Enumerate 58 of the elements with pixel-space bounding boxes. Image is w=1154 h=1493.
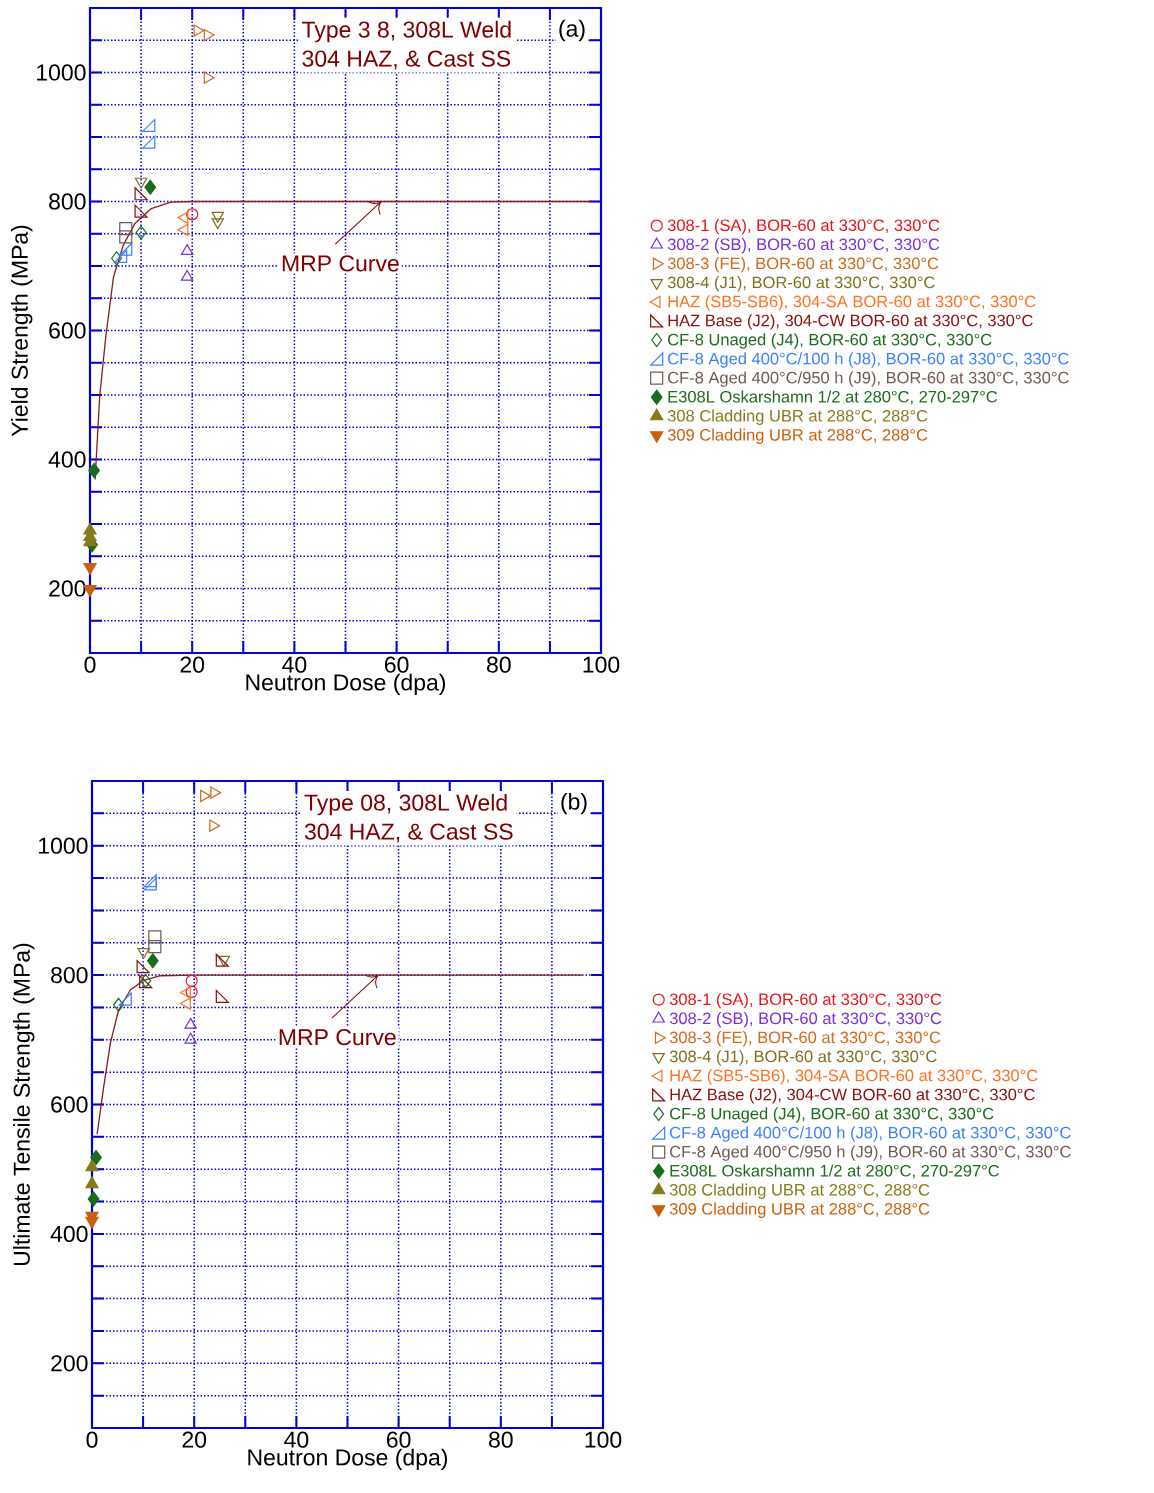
legend-label: HAZ Base (J2), 304-CW BOR-60 at 330°C, 330°C <box>670 1088 1035 1104</box>
legend-label: CF-8 Aged 400°C/100 h (J8), BOR-60 at 330°C, 330°C <box>670 1126 1071 1142</box>
legend-label: CF-8 Aged 400°C/100 h (J8), BOR-60 at 330°C, 330°C <box>668 352 1069 368</box>
x-axis-title: Neutron Dose (dpa) <box>248 1448 448 1471</box>
x-tick-label: 40 <box>282 656 307 673</box>
y-tick-label: 600 <box>49 322 86 339</box>
x-tick-label: 60 <box>384 656 409 673</box>
x-tick-label: 80 <box>487 656 511 673</box>
legend-label: HAZ (SB5-SB6), 304-SA BOR-60 at 330°C, 330°C <box>668 295 1036 311</box>
legend-label: 308-1 (SA), BOR-60 at 330°C, 330°C <box>669 992 942 1009</box>
annotation: (b) <box>561 792 587 815</box>
x-tick-label: 100 <box>583 656 620 673</box>
x-tick-label: 80 <box>489 1431 513 1448</box>
legend-label: HAZ (SB5-SB6), 304-SA BOR-60 at 330°C, 330°C <box>670 1069 1038 1085</box>
annotation: MRP Curve <box>282 255 399 272</box>
y-axis-title: Yield Strength (MPa) <box>10 225 33 437</box>
x-tick-label: 20 <box>180 656 205 673</box>
annotation: (a) <box>559 19 585 42</box>
legend-label: CF-8 Unaged (J4), BOR-60 at 330°C, 330°C <box>668 333 992 349</box>
legend-label: 308-1 (SA), BOR-60 at 330°C, 330°C <box>667 218 940 235</box>
y-tick-label: 1000 <box>39 837 88 854</box>
legend-label: 308 Cladding UBR at 288°C, 288°C <box>667 409 928 425</box>
legend-label: 308 Cladding UBR at 288°C, 288°C <box>669 1183 930 1199</box>
annotation: MRP Curve <box>279 1029 396 1046</box>
legend-label: HAZ Base (J2), 304-CW BOR-60 at 330°C, 330°C <box>668 314 1033 330</box>
x-tick-label: 60 <box>386 1431 411 1448</box>
y-tick-label: 600 <box>51 1096 88 1113</box>
legend-label: 308-3 (FE), BOR-60 at 330°C, 330°C <box>669 1031 941 1047</box>
legend-label: 308-4 (J1), BOR-60 at 330°C, 330°C <box>667 276 935 292</box>
x-tick-label: 20 <box>182 1431 207 1448</box>
y-tick-label: 800 <box>49 193 86 210</box>
y-tick-label: 200 <box>51 1355 88 1372</box>
x-axis-title: Neutron Dose (dpa) <box>246 673 446 696</box>
text: Type 3 8, 308L Weld <box>302 20 511 43</box>
text: Type 08, 308L Weld <box>304 793 507 816</box>
y-tick-label: 1000 <box>37 64 86 81</box>
y-axis-title: Ultimate Tensile Strength (MPa) <box>12 943 35 1266</box>
text: 304 HAZ, & Cast SS <box>302 50 511 70</box>
legend-label: 308-4 (J1), BOR-60 at 330°C, 330°C <box>669 1050 937 1066</box>
text: 304 HAZ, & Cast SS <box>304 823 513 843</box>
legend-label: 308-3 (FE), BOR-60 at 330°C, 330°C <box>667 257 939 273</box>
legend-label: 308-2 (SB), BOR-60 at 330°C, 330°C <box>669 1012 942 1028</box>
legend-label: E308L Oskarshamn 1/2 at 280°C, 270-297°C <box>670 1164 1000 1179</box>
y-tick-label: 400 <box>48 451 86 468</box>
x-tick-label: 40 <box>284 1431 309 1448</box>
y-tick-label: 200 <box>49 580 86 597</box>
legend-label: CF-8 Unaged (J4), BOR-60 at 330°C, 330°C <box>670 1107 994 1123</box>
y-tick-label: 400 <box>50 1225 88 1243</box>
legend-label: 309 Cladding UBR at 288°C, 288°C <box>669 1202 930 1218</box>
x-tick-label: 100 <box>585 1431 622 1448</box>
x-tick-label: 0 <box>84 656 96 673</box>
y-tick-label: 800 <box>51 966 88 984</box>
legend-label: 309 Cladding UBR at 288°C, 288°C <box>667 428 928 444</box>
legend-label: 308-2 (SB), BOR-60 at 330°C, 330°C <box>667 238 940 254</box>
legend-label: E308L Oskarshamn 1/2 at 280°C, 270-297°C <box>668 390 998 405</box>
legend-label: CF-8 Aged 400°C/950 h (J9), BOR-60 at 330°C, 330°C <box>668 371 1069 387</box>
legend-label: CF-8 Aged 400°C/950 h (J9), BOR-60 at 330°C, 330°C <box>670 1145 1071 1161</box>
x-tick-label: 0 <box>86 1431 98 1448</box>
